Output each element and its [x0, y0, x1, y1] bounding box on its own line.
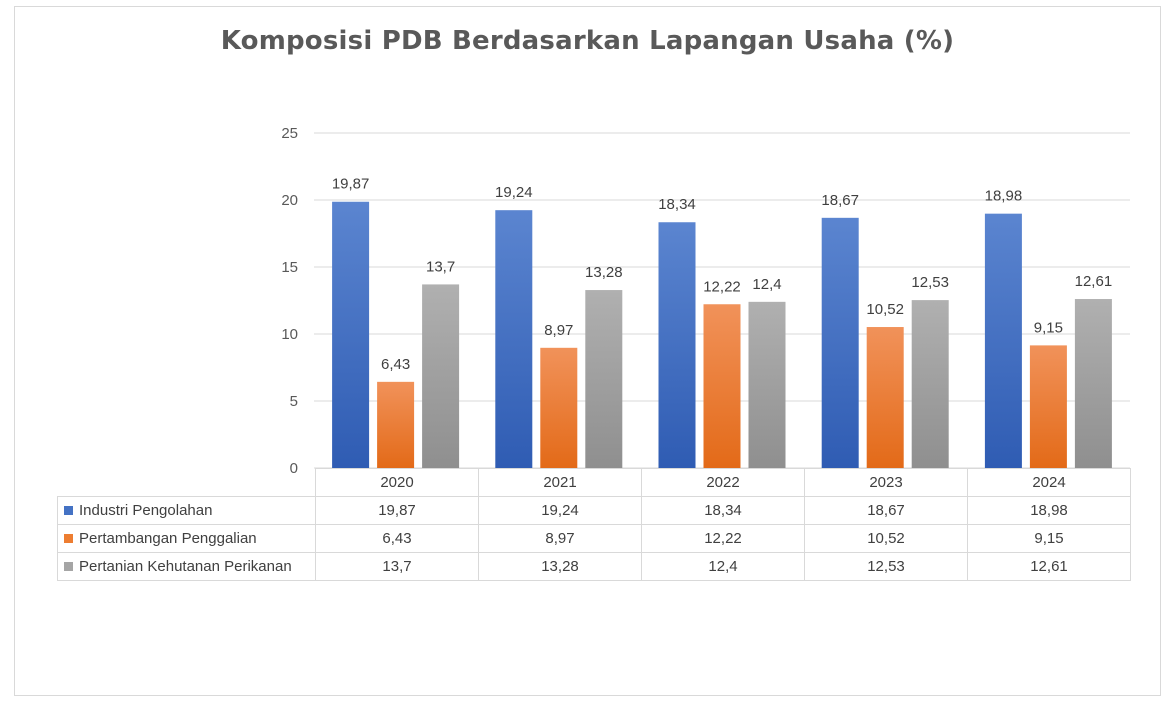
- x-tick-label: 2021: [478, 468, 642, 497]
- legend-key: [64, 506, 73, 515]
- data-table: 2020 2021 2022 2023 2024 Industri Pengolahan 1…: [57, 468, 1131, 581]
- chart-title: Komposisi PDB Berdasarkan Lapangan Usaha…: [220, 26, 955, 56]
- y-tick-label: 25: [281, 125, 298, 142]
- table-row: Pertanian Kehutanan Perikanan 13,7 13,28 12…: [57, 552, 1131, 581]
- table-cell: 13,28: [478, 552, 642, 581]
- bar: [984, 213, 1022, 468]
- y-tick-label: 10: [281, 326, 298, 343]
- table-row: Pertambangan Penggalian 6,43 8,97 12,22 10,5…: [57, 524, 1131, 553]
- data-label: 18,34: [658, 196, 696, 213]
- data-label: 13,28: [585, 264, 623, 281]
- table-cell: 9,15: [967, 524, 1131, 553]
- table-cell: 18,98: [967, 496, 1131, 525]
- x-tick-label: 2020: [315, 468, 479, 497]
- table-cell: 19,24: [478, 496, 642, 525]
- data-label: 13,7: [426, 258, 455, 275]
- table-cell: 12,4: [641, 552, 805, 581]
- data-label: 8,97: [544, 322, 573, 339]
- table-header-row: 2020 2021 2022 2023 2024: [57, 468, 1131, 497]
- table-cell: 8,97: [478, 524, 642, 553]
- legend-entry: Industri Pengolahan: [57, 496, 316, 525]
- table-cell: 10,52: [804, 524, 968, 553]
- table-cell: 12,53: [804, 552, 968, 581]
- table-cell: 6,43: [315, 524, 479, 553]
- data-label: 12,22: [703, 278, 741, 295]
- data-label: 9,15: [1034, 319, 1063, 336]
- legend-label: Industri Pengolahan: [79, 502, 213, 519]
- x-tick-label: 2023: [804, 468, 968, 497]
- bar: [748, 301, 786, 468]
- bar: [821, 217, 859, 468]
- bar: [866, 327, 904, 468]
- table-cell: 13,7: [315, 552, 479, 581]
- table-corner: [57, 468, 316, 497]
- bar: [422, 284, 460, 468]
- x-tick-label: 2024: [967, 468, 1131, 497]
- data-label: 19,24: [495, 184, 533, 201]
- data-label: 6,43: [381, 356, 410, 373]
- bar: [911, 300, 949, 468]
- bar: [377, 381, 415, 468]
- legend-entry: Pertanian Kehutanan Perikanan: [57, 552, 316, 581]
- legend-key: [64, 534, 73, 543]
- data-label: 18,98: [985, 188, 1023, 205]
- bar: [495, 210, 533, 468]
- bar: [1074, 299, 1112, 468]
- table-cell: 18,67: [804, 496, 968, 525]
- y-tick-label: 15: [281, 259, 298, 276]
- bar: [540, 347, 578, 468]
- data-label: 12,53: [911, 274, 949, 291]
- bar: [703, 304, 741, 468]
- x-tick-label: 2022: [641, 468, 805, 497]
- y-tick-label: 20: [281, 192, 298, 209]
- table-cell: 12,22: [641, 524, 805, 553]
- data-label: 19,87: [332, 176, 370, 193]
- data-label: 12,61: [1075, 273, 1113, 290]
- bar: [585, 290, 623, 468]
- legend-label: Pertambangan Penggalian: [79, 530, 257, 547]
- table-cell: 18,34: [641, 496, 805, 525]
- legend-label: Pertanian Kehutanan Perikanan: [79, 558, 292, 575]
- table-cell: 12,61: [967, 552, 1131, 581]
- table-cell: 19,87: [315, 496, 479, 525]
- data-label: 10,52: [866, 301, 904, 318]
- bar: [1029, 345, 1067, 468]
- table-row: Industri Pengolahan 19,87 19,24 18,34 18,67 1…: [57, 496, 1131, 525]
- data-label: 12,4: [752, 276, 781, 293]
- data-label: 18,67: [821, 192, 859, 209]
- bar: [332, 201, 370, 468]
- bar: [658, 222, 696, 468]
- legend-entry: Pertambangan Penggalian: [57, 524, 316, 553]
- legend-key: [64, 562, 73, 571]
- y-tick-label: 5: [290, 393, 298, 410]
